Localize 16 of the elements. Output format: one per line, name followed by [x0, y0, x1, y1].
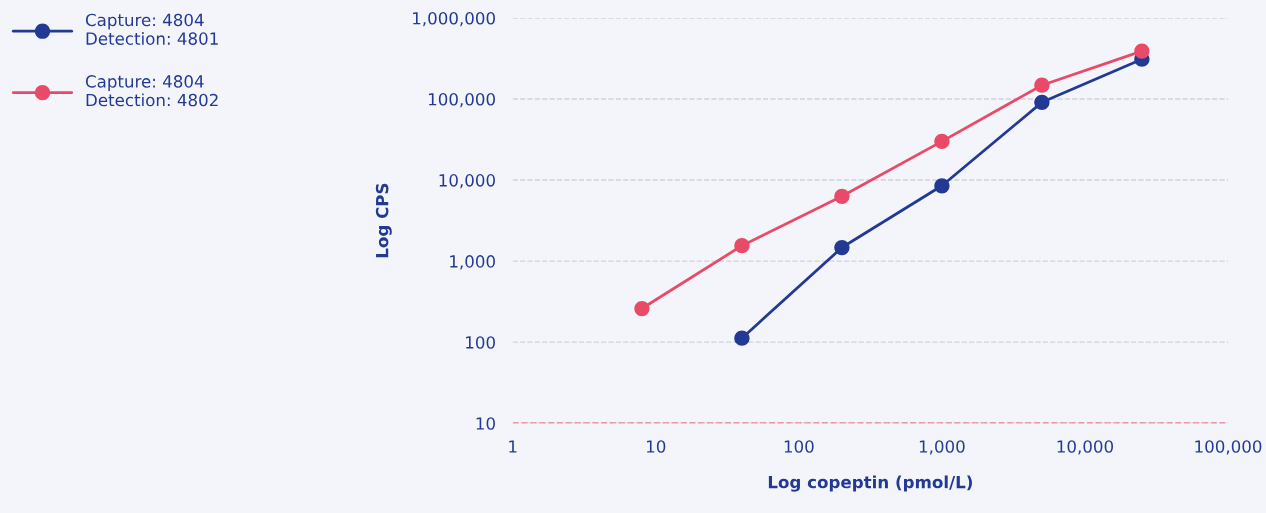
x-tick-label: 100	[784, 440, 814, 453]
y-tick-label: 100,000	[428, 92, 495, 108]
y-tick-label: 10,000	[439, 174, 495, 189]
x-tick-label: 1	[509, 440, 517, 453]
y-tick-label: 10	[476, 417, 495, 430]
x-axis-title: Log copeptin (pmol/L)	[768, 475, 972, 492]
x-tick-label: 10	[647, 440, 666, 453]
x-tick-label: 10,000	[1057, 440, 1114, 455]
legend-label: Capture: 4804 Detection: 4802	[85, 75, 218, 107]
x-tick-label: 100,000	[1195, 440, 1262, 455]
legend-label: Capture: 4804 Detection: 4801	[85, 13, 218, 45]
y-tick-label: 1,000	[450, 255, 495, 270]
y-axis-title: Log CPS	[375, 183, 392, 258]
y-tick-label: 100	[466, 336, 495, 349]
y-tick-label: 1,000,000	[413, 11, 495, 27]
x-tick-label: 1,000	[919, 440, 965, 455]
